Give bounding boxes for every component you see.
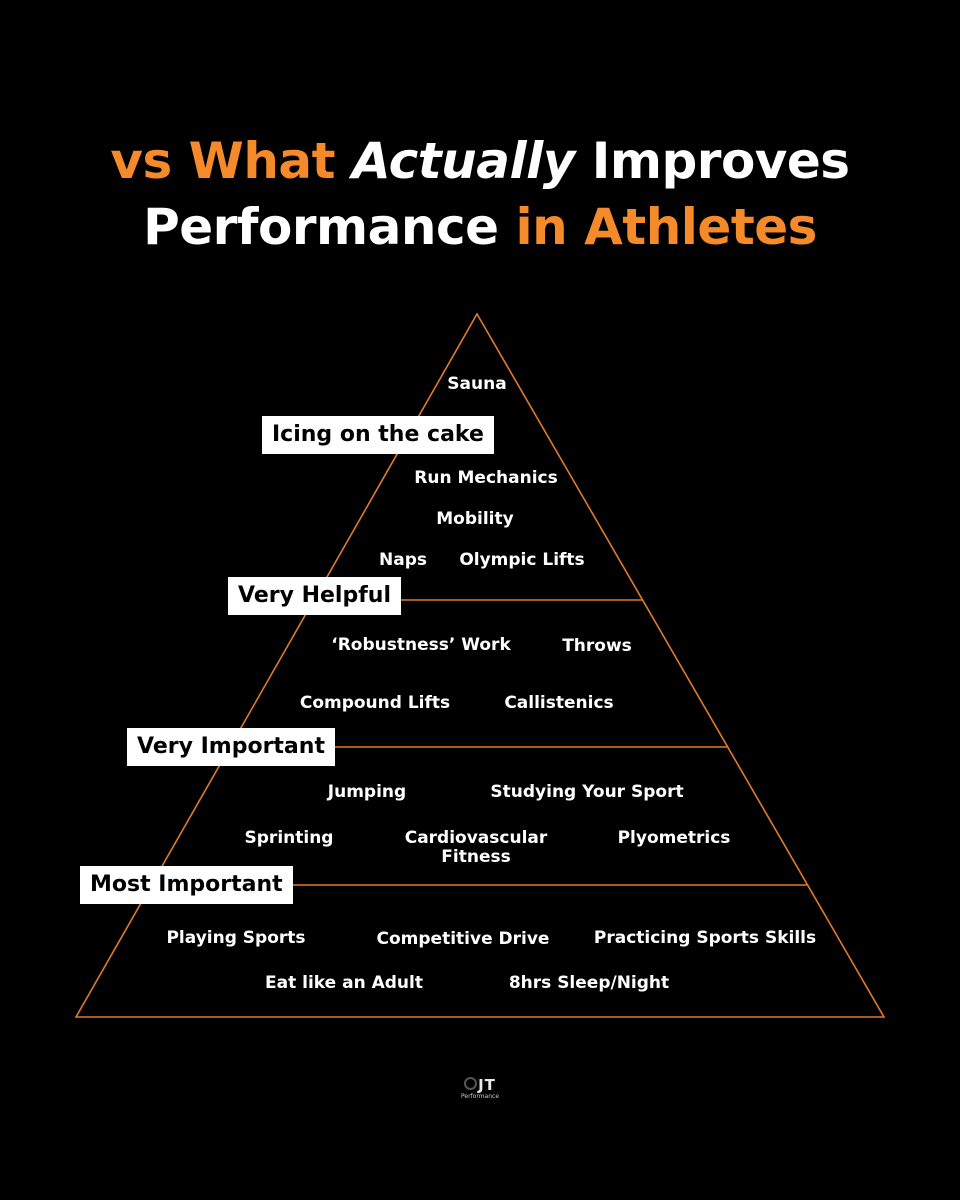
pyramid-item: Eat like an Adult — [265, 973, 423, 993]
pyramid-item: Studying Your Sport — [490, 782, 684, 802]
pyramid-item: Throws — [562, 636, 632, 656]
title-text: Improves — [574, 132, 850, 190]
pyramid-item: Cardiovascular Fitness — [404, 828, 548, 867]
pyramid-item: 8hrs Sleep/Night — [508, 973, 670, 993]
logo-mark: JT — [478, 1076, 496, 1094]
pyramid-item: Jumping — [327, 782, 407, 802]
brand-logo: JT Performance — [452, 1077, 508, 1103]
ring-logo-icon — [464, 1077, 478, 1090]
pyramid-item: Sprinting — [244, 828, 334, 848]
pyramid-item: Compound Lifts — [299, 693, 451, 713]
tier-label-very-helpful: Very Helpful — [228, 577, 401, 615]
pyramid-item: Callistenics — [504, 693, 614, 713]
title-emphasis-text: Actually — [351, 132, 575, 190]
pyramid-item: Run Mechanics — [414, 468, 558, 488]
pyramid-item: Naps — [379, 550, 427, 570]
pyramid-item: Plyometrics — [617, 828, 731, 848]
pyramid-item: Olympic Lifts — [459, 550, 585, 570]
title-accent-text: in Athletes — [515, 198, 817, 256]
logo-subtitle: Performance — [460, 1093, 500, 1100]
pyramid-item: Sauna — [447, 374, 507, 394]
page-title: vs What Actually Improves Performance in… — [0, 128, 960, 260]
pyramid-outline — [74, 312, 886, 1018]
tier-label-icing: Icing on the cake — [262, 416, 494, 454]
pyramid-item: Competitive Drive — [376, 929, 550, 949]
pyramid-item: ‘Robustness’ Work — [331, 635, 511, 655]
tier-label-most-important: Most Important — [80, 866, 293, 904]
pyramid-item: Playing Sports — [166, 928, 306, 948]
title-line-1: vs What Actually Improves — [0, 128, 960, 194]
title-text: Performance — [143, 198, 516, 256]
tier-label-very-important: Very Important — [127, 728, 335, 766]
title-line-2: Performance in Athletes — [0, 194, 960, 260]
pyramid-item: Mobility — [436, 509, 514, 529]
pyramid-item: Practicing Sports Skills — [593, 928, 817, 948]
title-accent-text: vs What — [110, 132, 352, 190]
